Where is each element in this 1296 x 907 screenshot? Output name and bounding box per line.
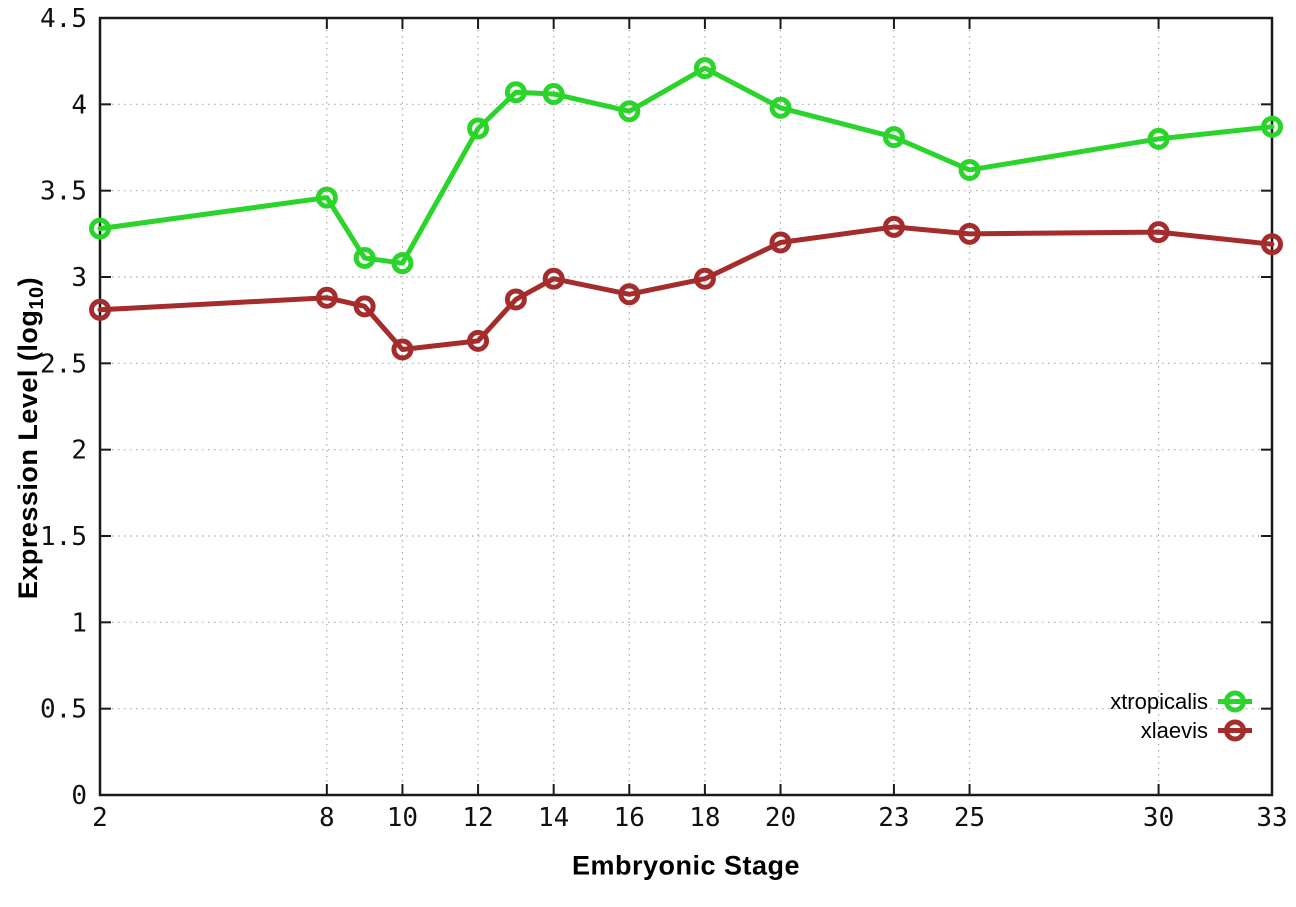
data-point-xtropicalis-stage-20 — [769, 96, 792, 119]
data-point-xlaevis-stage-20 — [769, 231, 792, 254]
data-point-xlaevis-stage-33 — [1261, 233, 1283, 256]
gridlines — [100, 18, 1272, 795]
svg-text:2.5: 2.5 — [40, 349, 87, 379]
svg-text:20: 20 — [765, 803, 796, 833]
svg-text:3.5: 3.5 — [40, 177, 87, 207]
svg-text:33: 33 — [1256, 803, 1287, 833]
data-point-xlaevis-stage-8 — [315, 286, 338, 309]
svg-text:30: 30 — [1143, 803, 1174, 833]
legend: xtropicalis xlaevis — [1110, 687, 1252, 745]
y-tick-labels: 0 0.5 1 1.5 2 2.5 3 3.5 4 4.5 — [40, 4, 87, 811]
series-xtropicalis — [89, 57, 1283, 275]
data-point-xtropicalis-stage-16 — [618, 100, 641, 123]
y-axis-title-subscript: 10 — [26, 286, 49, 310]
svg-text:1: 1 — [71, 608, 87, 638]
data-point-xlaevis-stage-14 — [542, 267, 565, 290]
series-line-xlaevis — [97, 224, 1275, 353]
svg-text:2: 2 — [92, 803, 108, 833]
data-point-xlaevis-stage-30 — [1147, 221, 1170, 244]
data-point-xtropicalis-stage-23 — [882, 126, 905, 149]
y-axis-title-text: Expression Level (log — [12, 309, 43, 600]
svg-text:2: 2 — [71, 436, 87, 466]
svg-text:0: 0 — [71, 781, 87, 811]
svg-text:4.5: 4.5 — [40, 4, 87, 34]
svg-text:23: 23 — [878, 803, 909, 833]
data-point-xtropicalis-stage-30 — [1147, 127, 1170, 150]
svg-text:3: 3 — [71, 263, 87, 293]
svg-text:1.5: 1.5 — [40, 522, 87, 552]
svg-text:14: 14 — [538, 803, 569, 833]
data-point-xtropicalis-stage-10 — [391, 252, 414, 275]
data-point-xtropicalis-stage-13 — [504, 81, 527, 104]
svg-text:0.5: 0.5 — [40, 695, 87, 725]
legend-marker-xtropicalis-icon — [1218, 690, 1252, 713]
svg-text:10: 10 — [387, 803, 418, 833]
y-axis-title-close: ) — [12, 276, 43, 287]
legend-label-xtropicalis: xtropicalis — [1110, 688, 1208, 714]
legend-label-xlaevis: xlaevis — [1140, 717, 1208, 743]
data-point-xlaevis-stage-18 — [693, 267, 716, 290]
data-point-xlaevis-stage-2 — [89, 298, 111, 321]
legend-item-xlaevis: xlaevis — [1141, 716, 1252, 745]
data-point-xlaevis-stage-16 — [618, 283, 641, 306]
data-point-xlaevis-stage-10 — [391, 338, 414, 361]
data-point-xtropicalis-stage-8 — [315, 186, 338, 209]
svg-text:18: 18 — [689, 803, 720, 833]
data-point-xlaevis-stage-25 — [958, 222, 981, 245]
tick-marks — [99, 17, 1273, 796]
svg-text:4: 4 — [71, 90, 87, 120]
data-point-xtropicalis-stage-2 — [89, 217, 111, 240]
data-point-xlaevis-stage-9 — [353, 295, 376, 318]
svg-text:25: 25 — [954, 803, 985, 833]
data-point-xlaevis-stage-13 — [504, 288, 527, 311]
series-xlaevis — [89, 215, 1283, 361]
x-tick-labels: 2 8 10 12 14 16 18 20 23 25 30 33 — [92, 803, 1287, 833]
data-point-xtropicalis-stage-12 — [467, 117, 490, 140]
data-point-xlaevis-stage-23 — [882, 215, 905, 238]
svg-text:8: 8 — [319, 803, 335, 833]
data-point-xtropicalis-stage-25 — [958, 158, 981, 181]
x-axis-title: Embryonic Stage — [571, 850, 801, 881]
data-point-xtropicalis-stage-33 — [1261, 115, 1283, 138]
svg-text:12: 12 — [462, 803, 493, 833]
legend-item-xtropicalis: xtropicalis — [1110, 687, 1252, 716]
plot-border — [98, 16, 1274, 797]
data-point-xlaevis-stage-12 — [467, 329, 490, 352]
data-point-xtropicalis-stage-18 — [693, 57, 716, 80]
data-point-xtropicalis-stage-14 — [542, 82, 565, 105]
legend-marker-xlaevis-icon — [1218, 719, 1252, 742]
y-axis-title: Expression Level (log10) — [13, 277, 49, 599]
data-point-xtropicalis-stage-9 — [353, 247, 376, 270]
svg-text:16: 16 — [614, 803, 645, 833]
